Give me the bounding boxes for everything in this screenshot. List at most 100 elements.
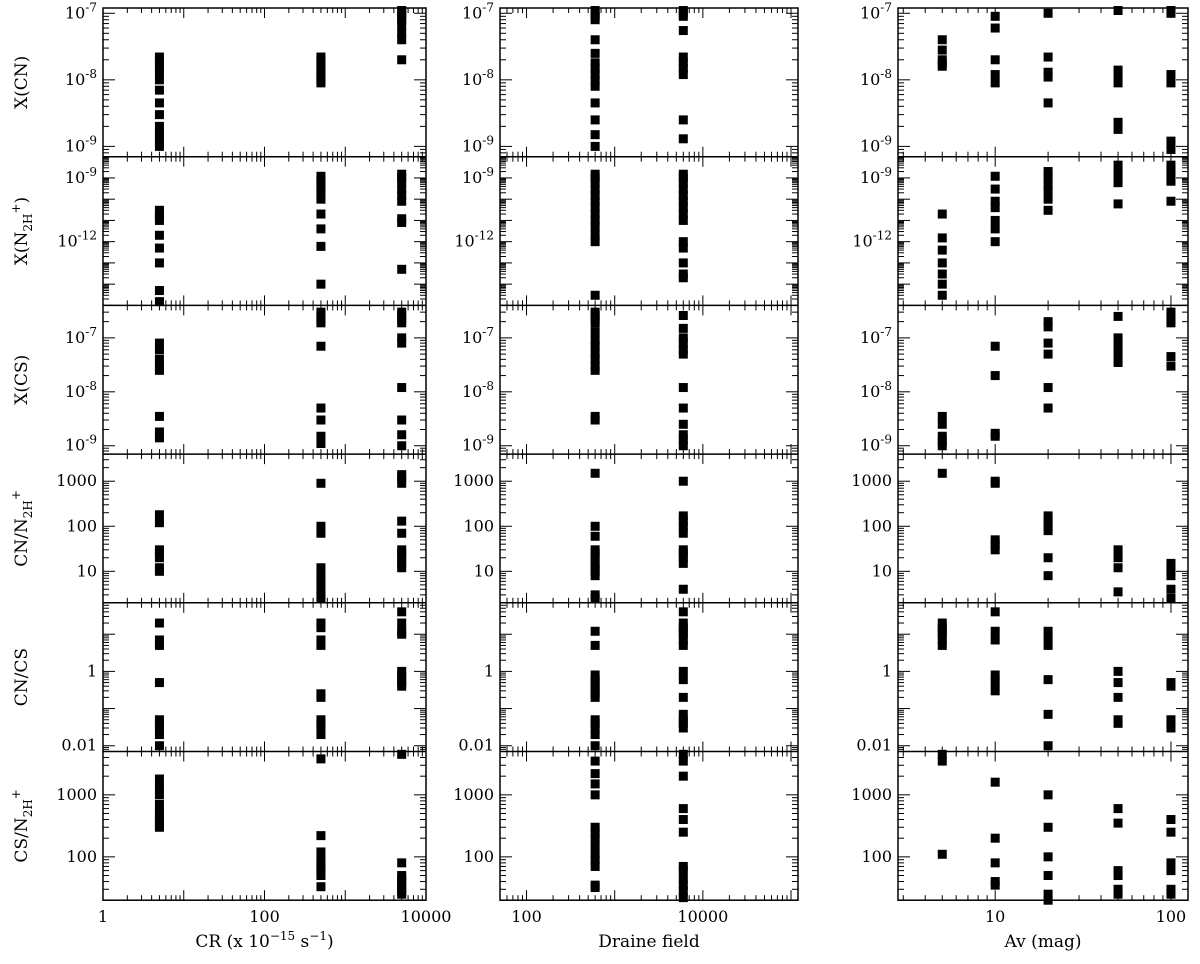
data-point [590,723,600,733]
y-tick-label: 10-7​ [462,325,494,347]
data-point [590,354,600,364]
data-point [678,618,688,628]
subplot-r5-c3: 10.01 [856,602,1188,755]
data-point [990,70,1000,80]
data-point [678,258,688,268]
data-point [990,478,1000,488]
data-point [590,178,600,188]
data-point [316,78,326,88]
data-point [937,749,947,759]
data-point [1113,333,1123,343]
data-point [678,893,688,903]
data-point [154,75,164,85]
data-point [678,441,688,451]
data-point [937,35,947,45]
data-point [316,403,326,413]
x-tick-label: 100 [249,907,280,926]
data-point [937,290,947,300]
data-point [154,741,164,751]
data-point [937,419,947,429]
y-tick-label: 0.01 [61,736,97,755]
subplot-r3-c3: 10-7​ 10-8​ 10-9​ [860,304,1188,455]
subplot-r6-c3: 1000 100 [851,749,1188,905]
data-point [990,55,1000,65]
data-point [678,511,688,521]
data-point [397,217,407,227]
x-tick-label: 100 [511,907,542,926]
y-tick-label: 10-8​ [860,67,892,89]
data-point [678,430,688,440]
y-tick-label: 100 [463,516,494,535]
data-point [590,415,600,425]
data-point [1113,6,1123,16]
data-point [154,141,164,151]
data-point [990,11,1000,21]
data-point [1043,72,1053,82]
data-point [1113,178,1123,188]
data-point [397,15,407,25]
data-point [316,723,326,733]
subplot-r2-c1: 10-9​ 10-12​ X(N2H+) [9,155,427,307]
data-point [1113,311,1123,321]
data-point [397,184,407,194]
data-point [678,215,688,225]
y-tick-label: 1000 [851,785,892,804]
data-point [678,237,688,247]
y-tick-label: 10-12​ [852,229,892,251]
data-point [590,571,600,581]
y-axis-label: CS/N2H+​ [9,789,35,862]
data-point [1043,633,1053,643]
data-point [1113,357,1123,367]
data-point [590,318,600,328]
data-point [1043,741,1053,751]
data-point [397,670,407,680]
data-point [678,558,688,568]
data-point [1113,117,1123,127]
data-point [990,678,1000,688]
data-point [316,692,326,702]
data-point [316,730,326,740]
data-point [154,354,164,364]
data-point [990,78,1000,88]
panel-column-1: 10-7​10-8​10-9​X(CN)10-9​10-12​X(N2H+)10… [9,0,451,952]
data-point [316,593,326,603]
data-point [1166,723,1176,733]
data-point [678,516,688,526]
data-point [316,224,326,234]
data-point [678,58,688,68]
data-point [397,516,407,526]
data-point [590,222,600,232]
data-point [154,553,164,563]
data-point [316,871,326,881]
data-point [154,67,164,77]
y-tick-label: 10-7​ [860,325,892,347]
data-point [590,115,600,125]
data-point [154,110,164,120]
data-point [1166,815,1176,825]
y-tick-label: 100 [66,516,97,535]
data-point [990,196,1000,206]
data-point [1043,349,1053,359]
y-tick-label: 10-9​ [462,433,494,455]
data-point [397,749,407,759]
subplot-r4-c2: 1000 100 10 [453,453,798,604]
data-point [678,635,688,645]
data-point [1043,790,1053,800]
y-tick-label: 10-9​ [462,133,494,155]
x-axis-label: CR (x 10−15 s−1) [195,929,333,952]
data-point [1043,626,1053,636]
y-tick-label: 100 [861,516,892,535]
data-point [397,264,407,274]
data-point [678,419,688,429]
data-point [397,441,407,451]
data-point [590,841,600,851]
data-point [154,566,164,576]
data-point [990,670,1000,680]
data-point [937,61,947,71]
data-point [154,822,164,832]
x-axis-label: Draine field [598,932,700,952]
data-point [590,203,600,213]
data-point [678,629,688,639]
data-point [590,718,600,728]
data-point [154,85,164,95]
